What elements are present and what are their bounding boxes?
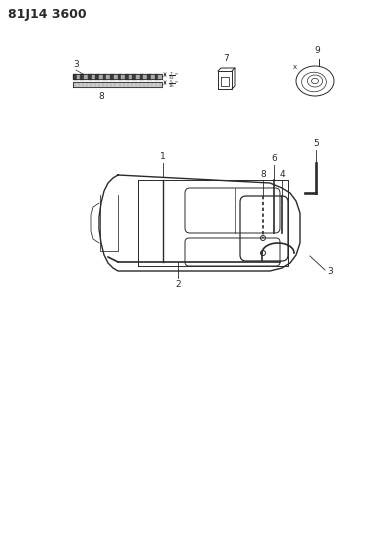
Text: 1: 1 <box>160 152 166 161</box>
Text: 5: 5 <box>313 139 319 148</box>
Text: 6: 6 <box>271 154 277 163</box>
Text: 9: 9 <box>314 46 320 55</box>
Text: $\frac{7}{32}$": $\frac{7}{32}$" <box>168 70 179 82</box>
Text: 81J14 3600: 81J14 3600 <box>8 8 87 21</box>
Text: 3: 3 <box>327 266 333 276</box>
Text: x: x <box>293 64 297 70</box>
Text: 7: 7 <box>223 54 229 63</box>
Text: $\frac{5}{16}$": $\frac{5}{16}$" <box>168 78 179 90</box>
Text: 4: 4 <box>279 170 285 179</box>
Text: 8: 8 <box>98 92 104 101</box>
Text: 3: 3 <box>73 60 79 69</box>
Text: 8: 8 <box>260 170 266 179</box>
Text: 2: 2 <box>175 280 181 289</box>
